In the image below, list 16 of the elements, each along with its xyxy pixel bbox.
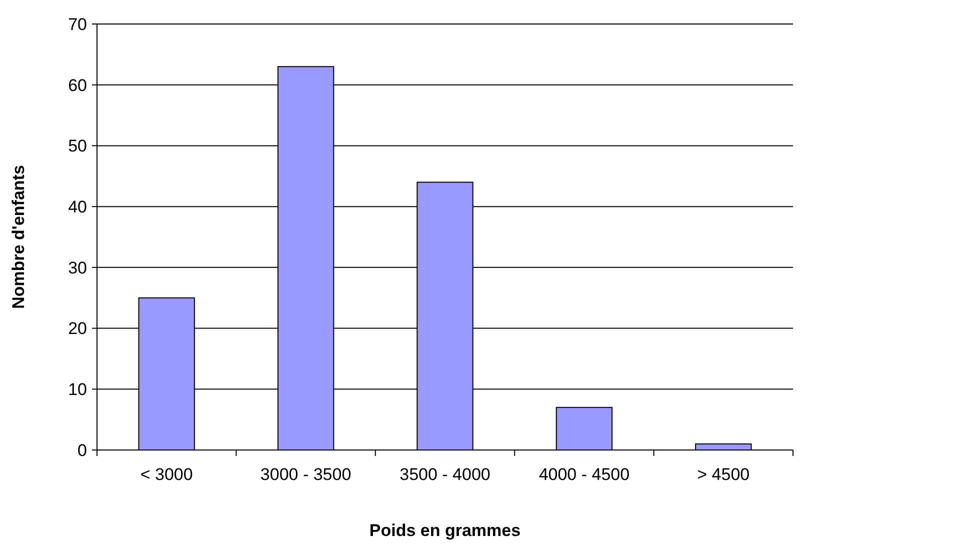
x-tick-label: 3500 - 4000	[400, 465, 490, 484]
y-tick-label: 60	[68, 76, 87, 95]
y-tick-label: 40	[68, 198, 87, 217]
y-tick-label: 30	[68, 258, 87, 278]
x-tick-label: 3000 - 3500	[260, 465, 352, 484]
y-tick-label: 20	[68, 319, 87, 338]
y-tick-label: 0	[78, 440, 87, 460]
y-tick-label: 70	[68, 14, 87, 34]
x-tick-label: < 3000	[140, 465, 193, 484]
bar	[556, 406, 613, 450]
x-tick-label: 4000 - 4500	[538, 465, 630, 484]
x-tick-label: > 4500	[697, 465, 750, 484]
y-axis-title: Nombre d'enfants	[9, 165, 28, 309]
y-tick-label: 50	[68, 136, 87, 156]
x-axis-title: Poids en grammes	[369, 521, 521, 540]
y-tick-label: 10	[68, 380, 87, 400]
